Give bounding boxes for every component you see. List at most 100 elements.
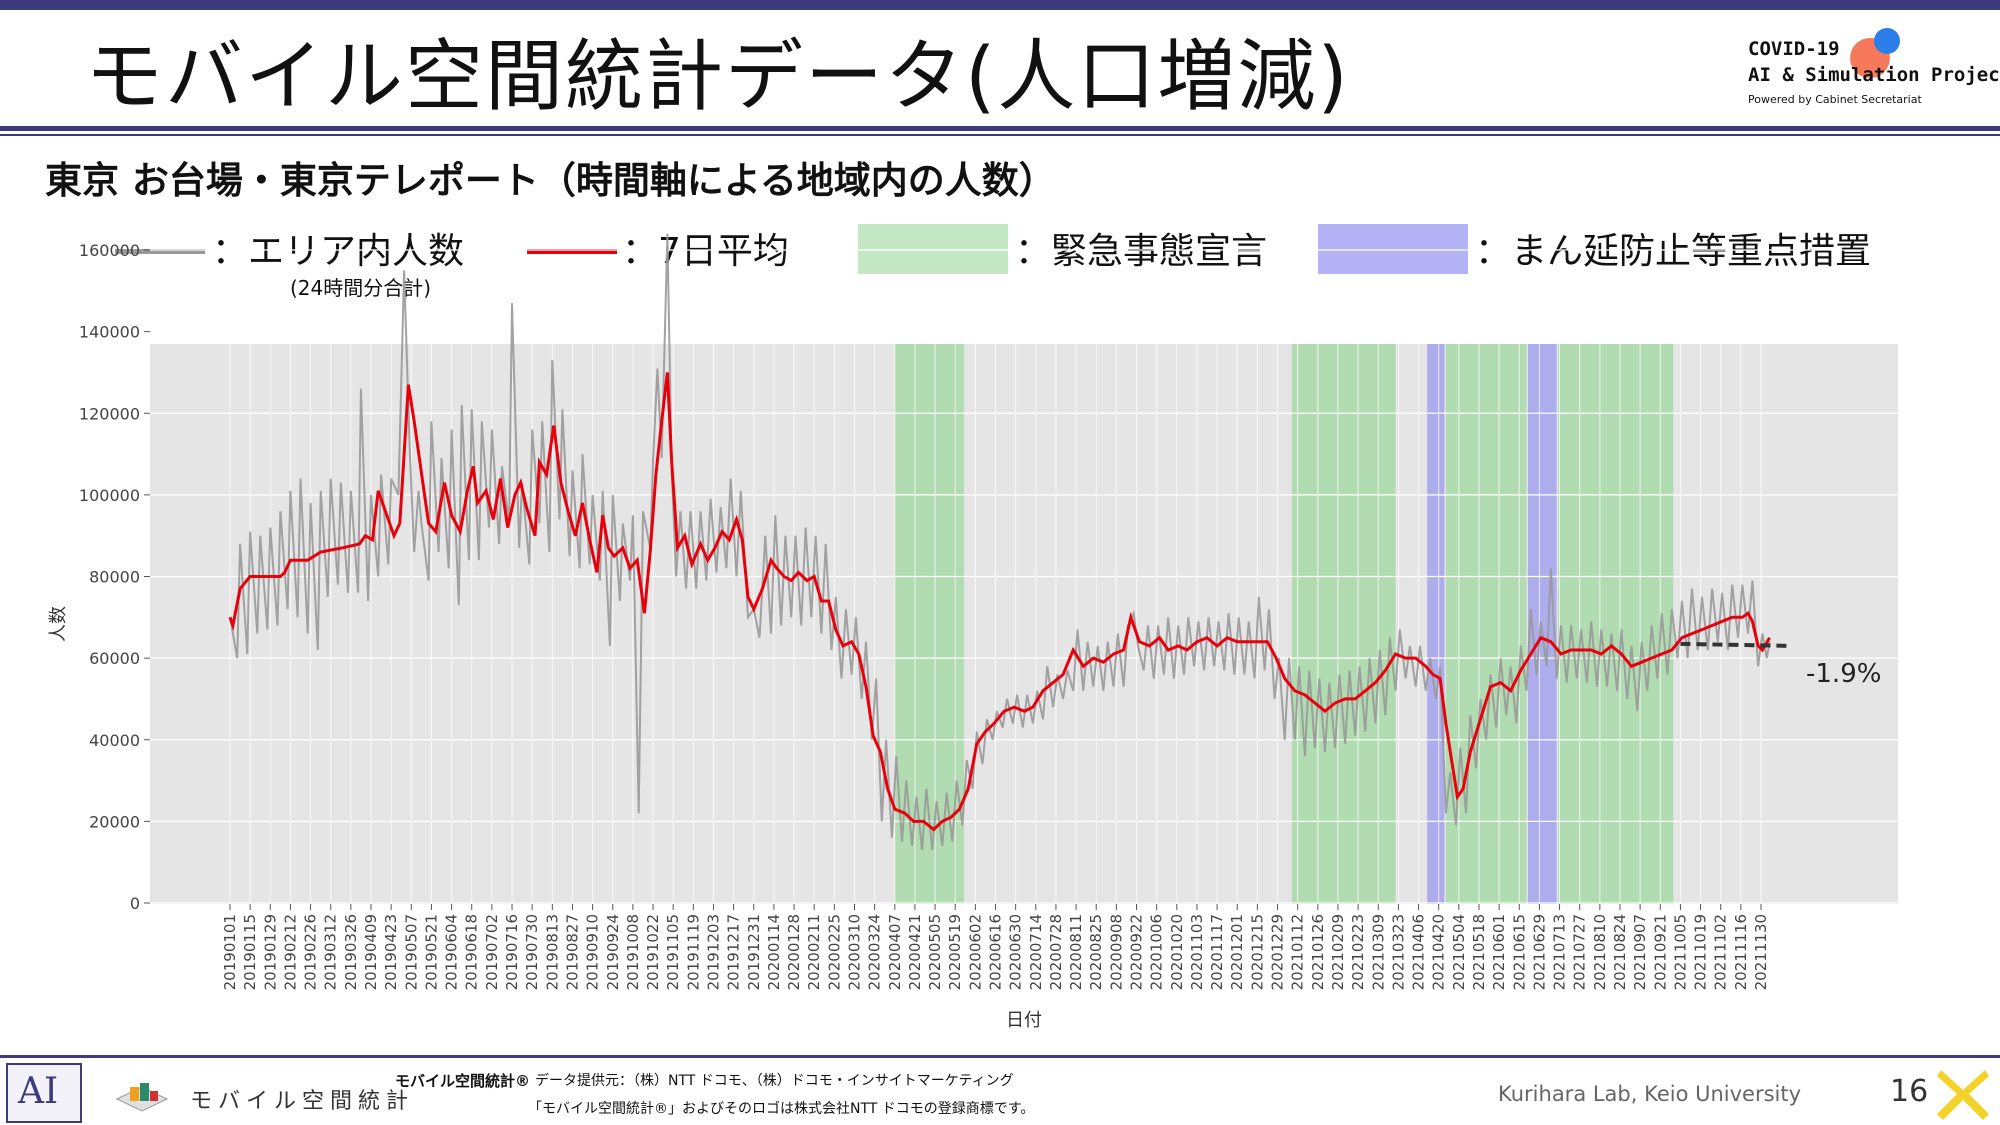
x-tick-label-36: 20200519: [946, 914, 964, 990]
x-axis: 20190101 20190115 20190129 20190212 20190226…: [221, 904, 1770, 990]
emergency-period-2: [1291, 344, 1396, 904]
x-tick-label-37: 20200602: [966, 914, 984, 990]
x-tick-label-22: 20191105: [664, 914, 682, 990]
average-series: [228, 372, 1771, 832]
x-tick-label-11: 20190604: [443, 914, 461, 990]
x-tick-label-26: 20191231: [745, 914, 763, 990]
x-tick-label-73: 20211019: [1692, 914, 1710, 990]
footer-provider: データ提供元：（株）NTT ドコモ、（株）ドコモ・インサイトマーケティング: [535, 1073, 1014, 1089]
x-tick-label-47: 20201020: [1168, 914, 1186, 990]
trend-label: -1.9%: [1806, 659, 1881, 689]
x-tick-label-0: 20190101: [221, 914, 239, 990]
x-tick-label-31: 20200310: [845, 914, 863, 990]
x-tick-label-70: 20210907: [1631, 914, 1649, 990]
raw-series-line: [229, 233, 1771, 851]
x-tick-label-64: 20210615: [1510, 914, 1528, 990]
y-tick-label-0: 0: [130, 894, 140, 913]
logo-blue-dot: [1874, 28, 1900, 54]
x-tick-label-12: 20190618: [463, 914, 481, 990]
footer-divider: [0, 1055, 2000, 1058]
x-tick-label-6: 20190326: [342, 914, 360, 990]
page-number: 16: [1890, 1074, 1929, 1109]
x-tick-label-19: 20190924: [604, 914, 622, 990]
y-tick-label-7: 140000: [79, 323, 140, 342]
x-tick-label-46: 20201006: [1148, 914, 1166, 990]
footer-trademark: 「モバイル空間統計®」およびそのロゴは株式会社NTT ドコモの登録商標です。: [528, 1101, 1035, 1117]
x-tick-label-21: 20191022: [644, 914, 662, 990]
x-tick-label-72: 20211005: [1671, 914, 1689, 990]
x-tick-label-13: 20190702: [483, 914, 501, 990]
x-tick-label-75: 20211116: [1732, 914, 1750, 990]
x-tick-label-76: 20211130: [1752, 914, 1770, 990]
x-tick-label-69: 20210824: [1611, 914, 1629, 990]
page-title: モバイル空間統計データ(人口増減): [85, 32, 1350, 122]
x-tick-label-63: 20210601: [1490, 914, 1508, 990]
x-tick-label-16: 20190813: [543, 914, 561, 990]
x-tick-label-35: 20200505: [926, 914, 944, 990]
x-tick-label-33: 20200407: [886, 914, 904, 990]
top-border: [0, 0, 2000, 10]
x-tick-label-53: 20210112: [1289, 914, 1307, 990]
y-tick-label-4: 80000: [89, 568, 140, 587]
logo-line3: Powered by Cabinet Secretariat: [1748, 93, 1922, 106]
x-tick-label-28: 20200128: [785, 914, 803, 990]
logo-line2: AI & Simulation Project: [1748, 64, 2000, 86]
emergency-period-4: [1558, 344, 1674, 904]
x-tick-label-50: 20201201: [1228, 914, 1246, 990]
legend-emergency-label: ：緊急事態宣言: [1015, 231, 1268, 272]
header-divider: [0, 126, 2000, 131]
raw-series: [229, 233, 1771, 851]
x-tick-label-17: 20190827: [563, 914, 581, 990]
x-tick-label-3: 20190212: [281, 914, 299, 990]
x-tick-label-10: 20190521: [422, 914, 440, 990]
x-tick-label-68: 20210810: [1591, 914, 1609, 990]
x-tick-label-20: 20191008: [624, 914, 642, 990]
x-tick-label-15: 20190730: [523, 914, 541, 990]
y-tick-label-3: 60000: [89, 649, 140, 668]
x-tick-label-71: 20210921: [1651, 914, 1669, 990]
x-tick-label-58: 20210323: [1389, 914, 1407, 990]
legend-avg-line: [527, 249, 617, 254]
ai-lab-logo: AI: [6, 1063, 82, 1123]
y-tick-label-1: 20000: [89, 812, 140, 831]
logo-line1: COVID-19: [1748, 38, 1840, 60]
x-tick-label-67: 20210727: [1571, 914, 1589, 990]
y-tick-label-6: 120000: [79, 404, 140, 423]
x-tick-label-29: 20200211: [805, 914, 823, 990]
x-tick-label-25: 20191217: [725, 914, 743, 990]
mobile-stats-logo-text: モバイル空間統計: [190, 1089, 415, 1114]
x-tick-label-7: 20190409: [362, 914, 380, 990]
x-tick-label-8: 20190423: [382, 914, 400, 990]
chart-subtitle: 東京 お台場・東京テレポート（時間軸による地域内の人数）: [45, 159, 1056, 202]
x-tick-label-44: 20200908: [1107, 914, 1125, 990]
legend-semi-label: ：まん延防止等重点措置: [1475, 231, 1872, 272]
trend-dashed-line: [1680, 641, 1790, 648]
y-axis-label: 人数: [48, 606, 69, 642]
x-tick-label-60: 20210420: [1430, 914, 1448, 990]
x-tick-label-45: 20200922: [1128, 914, 1146, 990]
mobile-stats-logo-icon: [115, 1083, 169, 1112]
x-tick-label-24: 20191203: [704, 914, 722, 990]
x-tick-label-62: 20210518: [1470, 914, 1488, 990]
x-tick-label-1: 20190115: [241, 914, 259, 990]
legend-raw-sublabel: (24時間分合計): [290, 276, 432, 300]
x-tick-label-41: 20200728: [1047, 914, 1065, 990]
x-tick-label-59: 20210406: [1410, 914, 1428, 990]
x-tick-label-34: 20200421: [906, 914, 924, 990]
population-chart: 0 20000 40000 60000 80000 100000 120000 140000 1…: [48, 233, 1898, 1031]
x-axis-label: 日付: [1006, 1010, 1042, 1031]
semi-emergency-period-1: [1427, 344, 1445, 904]
x-tick-label-66: 20210713: [1551, 914, 1569, 990]
x-tick-label-43: 20200825: [1087, 914, 1105, 990]
x-tick-label-39: 20200630: [1007, 914, 1025, 990]
legend-semi-swatch: [1318, 224, 1468, 274]
x-tick-label-32: 20200324: [866, 914, 884, 990]
avg-series-line: [228, 372, 1771, 832]
legend-emergency-swatch: [858, 224, 1008, 274]
x-tick-label-18: 20190910: [584, 914, 602, 990]
ai-logo-text: AI: [18, 1071, 59, 1112]
y-axis: 0 20000 40000 60000 80000 100000 120000 140000 1…: [79, 241, 150, 913]
x-tick-label-30: 20200225: [825, 914, 843, 990]
x-tick-label-55: 20210209: [1329, 914, 1347, 990]
y-tick-label-2: 40000: [89, 731, 140, 750]
